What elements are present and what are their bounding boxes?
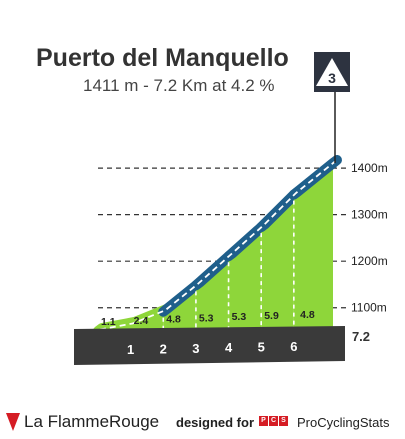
segment-fill-7 xyxy=(293,163,333,329)
gradient-label-3: 4.8 xyxy=(166,314,181,326)
gradient-label-6: 5.9 xyxy=(264,310,279,322)
elevation-label-1300: 1300m xyxy=(351,208,388,222)
km-tick-6: 6 xyxy=(290,339,297,354)
km-tick-2: 2 xyxy=(160,341,167,356)
designed-for-label: designed for xyxy=(176,415,255,430)
gradient-segments xyxy=(93,155,342,336)
site-name[interactable]: ProCyclingStats xyxy=(297,415,390,430)
flammerouge-brand[interactable]: La FlammeRouge xyxy=(6,412,159,432)
pcs-logo-icon: P C S xyxy=(259,416,289,426)
road-center-line xyxy=(99,160,336,331)
elevation-label-1100: 1100m xyxy=(351,301,387,315)
brand-label: La FlammeRouge xyxy=(24,412,160,431)
chart-labels: 1.1 2.4 4.8 5.3 5.3 5.9 4.8 1 2 3 4 5 6 7.2 1400m 1300m… xyxy=(101,161,388,357)
gradient-label-1: 1.1 xyxy=(101,316,116,328)
category-triangle-icon xyxy=(316,58,348,86)
km-tick-3: 3 xyxy=(192,341,199,356)
km-tick-1: 1 xyxy=(127,342,134,357)
climb-profile-chart: 1.1 2.4 4.8 5.3 5.3 5.9 4.8 1 2 3 4 5 6 7.2 1400m 1300m… xyxy=(74,52,388,365)
road-line xyxy=(99,160,336,331)
flamme-rouge-flag-icon xyxy=(6,413,20,431)
profile-base-band xyxy=(74,326,345,365)
climb-summary: 1411 m - 7.2 Km at 4.2 % xyxy=(83,76,275,95)
gradient-label-5: 5.3 xyxy=(232,311,247,323)
climb-title: Puerto del Manquello xyxy=(36,44,289,72)
end-distance-label: 7.2 xyxy=(352,329,370,344)
summit-marker: 3 xyxy=(314,52,350,163)
elevation-label-1400: 1400m xyxy=(351,161,388,175)
km-tick-5: 5 xyxy=(258,340,265,355)
segment-fill-6 xyxy=(261,194,294,329)
gradient-label-7: 4.8 xyxy=(300,309,315,321)
km-tick-4: 4 xyxy=(225,340,233,355)
pcs-letter-c: C xyxy=(269,416,278,426)
elevation-label-1200: 1200m xyxy=(351,254,388,268)
segment-fill-4 xyxy=(195,256,229,329)
gradient-label-2: 2.4 xyxy=(134,315,149,327)
pcs-letter-p: P xyxy=(259,416,268,426)
pcs-letter-s: S xyxy=(279,416,288,426)
profile-base xyxy=(74,326,345,365)
gradient-label-4: 5.3 xyxy=(199,312,214,324)
footer: La FlammeRouge designed for P C S ProCyc… xyxy=(0,400,405,439)
category-number: 3 xyxy=(328,70,336,86)
